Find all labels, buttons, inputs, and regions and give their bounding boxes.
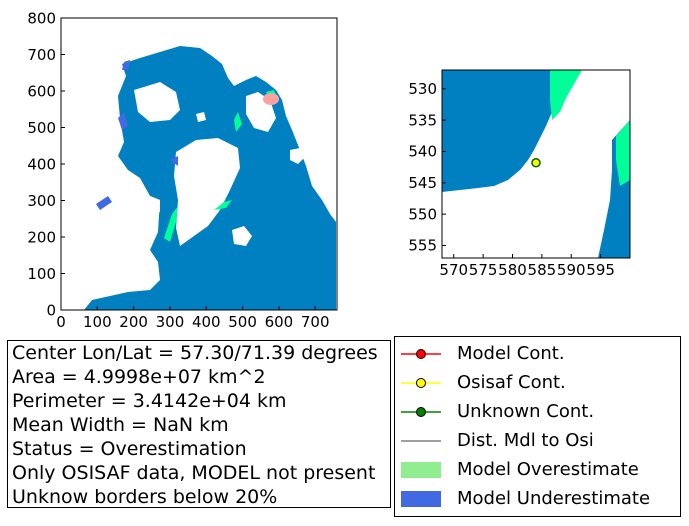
info-note: Only OSISAF data, MODEL not present <box>12 462 376 484</box>
legend: Model Cont. Osisaf Cont. Unknown Cont. D… <box>394 336 681 517</box>
overview-ytick-label: 100 <box>27 265 56 283</box>
overview-ytick-label: 400 <box>27 155 56 173</box>
info-borders: Unknow borders below 20% <box>12 486 278 508</box>
overview-ytick-label: 800 <box>27 9 56 27</box>
info-center: Center Lon/Lat = 57.30/71.39 degrees <box>12 342 378 364</box>
legend-item-unknown-cont: Unknown Cont. <box>395 399 680 425</box>
info-status: Status = Overestimation <box>12 438 247 460</box>
overview-map: 0 100 200 300 400 500 600 700 0 100 200 300 400 500 60… <box>27 9 338 331</box>
blue-patch-icon <box>401 491 441 507</box>
overview-xtick-label: 100 <box>83 313 112 331</box>
highlight-region <box>263 93 279 105</box>
green-patch-icon <box>401 462 441 478</box>
legend-item-overestimate: Model Overestimate <box>395 457 680 483</box>
info-panel: Center Lon/Lat = 57.30/71.39 degrees Are… <box>7 340 391 508</box>
yellow-line-marker-icon <box>401 378 441 388</box>
overview-xtick-label: 200 <box>119 313 148 331</box>
overview-xtick-label: 500 <box>228 313 257 331</box>
gray-line-icon <box>401 440 441 442</box>
overview-xtick-label: 700 <box>301 313 330 331</box>
overview-ytick-label: 0 <box>46 301 56 319</box>
info-width: Mean Width = NaN km <box>12 414 229 436</box>
legend-item-dist: Dist. Mdl to Osi <box>395 428 680 454</box>
overview-ytick-label: 500 <box>27 119 56 137</box>
legend-item-model-cont: Model Cont. <box>395 341 680 367</box>
overview-ytick-label: 200 <box>27 228 56 246</box>
info-area: Area = 4.9998e+07 km^2 <box>12 366 266 388</box>
overview-ytick-label: 700 <box>27 46 56 64</box>
overview-xtick-label: 300 <box>156 313 185 331</box>
overview-xtick-label: 0 <box>56 313 66 331</box>
info-perimeter: Perimeter = 3.4142e+04 km <box>12 390 287 412</box>
legend-item-osisaf-cont: Osisaf Cont. <box>395 370 680 396</box>
legend-item-underestimate: Model Underestimate <box>395 486 680 512</box>
overview-ytick-label: 600 <box>27 82 56 100</box>
overview-ytick-label: 300 <box>27 192 56 210</box>
red-line-marker-icon <box>401 349 441 359</box>
overview-xtick-label: 400 <box>192 313 221 331</box>
overview-xtick-label: 600 <box>265 313 294 331</box>
green-line-marker-icon <box>401 407 441 417</box>
